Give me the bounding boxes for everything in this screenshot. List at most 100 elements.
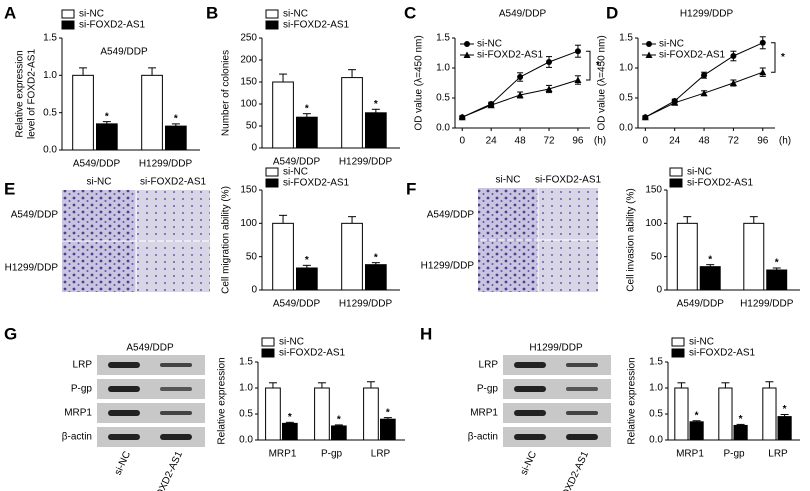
y-tick-label: 0.0	[43, 145, 57, 156]
panel-letter: D	[606, 3, 618, 22]
x-tick-label: A549/DDP	[677, 299, 725, 310]
legend-label: si-NC	[659, 39, 684, 50]
point	[759, 39, 766, 46]
bar	[72, 74, 94, 151]
y-axis-label: level of FOXD2-AS1	[27, 49, 38, 139]
legend-marker	[645, 51, 653, 58]
x-tick-label: 48	[698, 136, 710, 147]
column-label: si-NC	[113, 450, 134, 477]
x-tick-label: 24	[486, 136, 498, 147]
x-tick-label: 96	[572, 136, 584, 147]
y-tick-label: 0	[251, 285, 257, 296]
legend-swatch	[671, 337, 685, 347]
x-axis-label: (h)	[779, 136, 791, 147]
point	[574, 76, 582, 83]
y-tick-label: 100	[645, 218, 662, 229]
y-tick-label: 150	[240, 77, 257, 88]
blot-h: H1299/DDP LRP P-gp MRP1 β-actin si-NC si…	[468, 343, 611, 491]
bar	[766, 269, 788, 291]
legend-label: si-FOXD2-AS1	[283, 178, 350, 189]
y-tick-label: 100	[240, 99, 257, 110]
panel-letter: A	[4, 3, 16, 22]
bar	[777, 416, 792, 441]
bar	[296, 267, 318, 291]
significance-bracket	[771, 42, 776, 73]
row-label: H1299/DDP	[421, 261, 475, 272]
significance: *	[374, 252, 378, 263]
y-tick-label: 0.5	[436, 93, 450, 104]
x-tick-label: A549/DDP	[273, 299, 321, 310]
y-tick-label: 1.5	[649, 357, 663, 368]
legend-marker	[463, 51, 471, 58]
legend-label: si-FOXD2-AS1	[477, 50, 544, 61]
legend-swatch	[61, 20, 75, 30]
y-axis-label: Relative expression	[15, 50, 26, 137]
blot-title: H1299/DDP	[529, 343, 583, 354]
x-tick-label: H1299/DDP	[139, 159, 193, 170]
y-tick-label: 250	[240, 33, 257, 44]
row-label: P-gp	[71, 384, 93, 395]
significance: *	[305, 255, 309, 266]
x-tick-label: 48	[515, 136, 527, 147]
x-tick-label: A549/DDP	[273, 157, 321, 168]
x-tick-label: H1299/DDP	[740, 299, 794, 310]
bar	[296, 116, 318, 149]
y-tick-label: 200	[240, 55, 257, 66]
y-axis-label: OD value (λ=450 nm)	[414, 35, 425, 130]
row-label: β-actin	[62, 432, 92, 443]
legend-marker	[464, 41, 470, 47]
y-axis-label: Cell invasion ability (%)	[626, 188, 637, 291]
legend-label: si-NC	[687, 167, 712, 178]
bar	[314, 387, 330, 441]
significance: *	[105, 111, 109, 122]
x-tick-label: 96	[757, 136, 769, 147]
bar	[733, 424, 748, 441]
bar	[762, 387, 777, 441]
point	[730, 53, 737, 59]
bar	[282, 422, 298, 441]
bar	[365, 264, 387, 291]
row-label: LRP	[479, 360, 499, 371]
legend-label: si-NC	[283, 167, 308, 178]
bar	[165, 125, 187, 151]
significance: *	[695, 410, 699, 421]
point	[671, 99, 679, 106]
legend-label: si-FOXD2-AS1	[79, 20, 146, 31]
y-tick-label: 0.5	[239, 409, 253, 420]
column-label: si-FOXD2-AS1	[140, 177, 207, 188]
y-axis-label: OD value (λ=450 nm)	[597, 35, 608, 130]
legend-label: si-FOXD2-AS1	[659, 50, 726, 61]
legend-label: si-NC	[689, 337, 714, 348]
y-tick-label: 100	[240, 218, 257, 229]
y-tick-label: 1.0	[649, 383, 663, 394]
bar	[718, 387, 733, 441]
y-tick-label: 50	[246, 121, 258, 132]
row-label: β-actin	[468, 432, 498, 443]
legend-swatch	[265, 9, 279, 19]
y-axis-label: Relative expression	[217, 357, 228, 444]
y-tick-label: 50	[246, 251, 258, 262]
x-tick-label: 0	[459, 136, 465, 147]
y-tick-label: 1.0	[43, 70, 57, 81]
point	[574, 48, 581, 55]
x-tick-label: 72	[728, 136, 740, 147]
y-tick-label: 0.5	[43, 107, 57, 118]
blot-g: A549/DDP LRP P-gp MRP1 β-actin si-NC si-…	[62, 343, 205, 491]
point	[701, 72, 708, 79]
y-tick-label: 1.5	[239, 357, 253, 368]
legend-label: si-NC	[79, 9, 104, 20]
y-axis-label: Relative expression	[627, 357, 638, 444]
panel-letter: G	[4, 324, 17, 343]
point	[546, 59, 553, 65]
chart-title: A549/DDP	[499, 9, 547, 20]
significance: *	[739, 414, 743, 425]
y-tick-label: 1.0	[239, 383, 253, 394]
point	[516, 91, 524, 98]
row-label: A549/DDP	[11, 210, 59, 221]
y-tick-label: 0.0	[436, 123, 450, 134]
significance: *	[775, 258, 779, 269]
blot-title: A549/DDP	[126, 343, 174, 354]
column-label: si-FOXD2-AS1	[553, 449, 591, 491]
bar	[331, 425, 347, 441]
significance: *	[783, 404, 787, 415]
